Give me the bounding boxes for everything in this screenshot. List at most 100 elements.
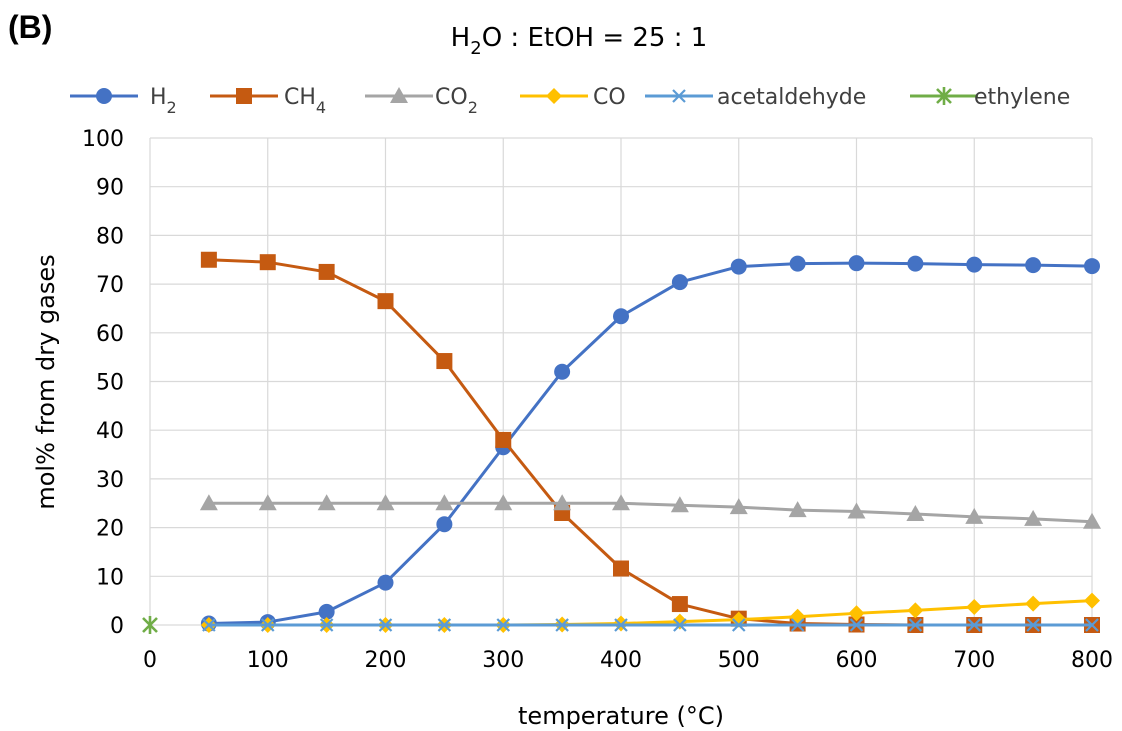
y-tick-label: 80	[96, 224, 124, 249]
legend-entry: CH4	[210, 85, 326, 117]
data-point	[259, 254, 276, 271]
y-tick-labels: 0 10 20 30 40 50 60 70 80 90 100	[82, 127, 124, 639]
data-point	[614, 618, 628, 632]
data-point	[671, 274, 688, 291]
data-point	[142, 616, 158, 634]
y-tick-label: 10	[96, 565, 124, 590]
data-point	[1024, 509, 1043, 526]
data-point	[613, 308, 629, 325]
y-tick-label: 30	[96, 468, 124, 493]
data-point	[790, 618, 805, 632]
grid	[149, 137, 1093, 626]
legend-marker	[96, 88, 112, 104]
data-point	[788, 501, 807, 518]
data-point	[377, 574, 394, 591]
y-tick-label: 100	[82, 127, 124, 152]
legend-label: CH4	[284, 85, 326, 117]
series-line	[208, 261, 1093, 626]
y-tick-label: 90	[96, 176, 124, 201]
data-point	[966, 598, 983, 615]
y-tick-label: 70	[96, 273, 124, 298]
data-point	[908, 618, 923, 632]
x-tick-label: 600	[836, 648, 878, 673]
series-co2	[199, 494, 1101, 529]
legend: H2 CH4 CO2 CO acetaldehyde ethylene	[70, 85, 1070, 117]
y-tick-label: 40	[96, 419, 124, 444]
chart-title: H2O : EtOH = 25 : 1	[451, 23, 708, 59]
series-co	[200, 592, 1100, 633]
legend-marker	[936, 87, 952, 105]
data-point	[673, 618, 687, 632]
series-line	[208, 258, 1092, 627]
data-point	[671, 596, 688, 613]
chart-title-suffix: O : EtOH = 25 : 1	[482, 23, 708, 53]
data-point	[199, 494, 218, 511]
legend-label: H2	[150, 85, 177, 117]
data-point	[554, 363, 571, 380]
x-tick-label: 700	[953, 648, 995, 673]
data-point	[967, 618, 982, 632]
x-tick-label: 500	[718, 648, 760, 673]
legend-marker	[390, 87, 408, 103]
y-tick-label: 50	[96, 371, 124, 396]
data-point	[613, 560, 629, 577]
series-h2	[200, 255, 1100, 632]
data-point	[202, 618, 216, 632]
data-point	[730, 258, 747, 275]
legend-entry: acetaldehyde	[645, 85, 866, 110]
series-group	[142, 251, 1101, 634]
legend-label: CO	[593, 85, 626, 110]
y-tick-label: 0	[110, 614, 124, 639]
data-point	[906, 504, 925, 521]
data-point	[435, 494, 454, 511]
x-tick-label: 200	[365, 648, 407, 673]
data-point	[847, 502, 866, 519]
x-tick-label: 400	[600, 648, 642, 673]
data-point	[496, 618, 511, 632]
series-line	[208, 501, 1093, 524]
data-point	[319, 618, 334, 632]
legend-entry: CO2	[365, 85, 478, 117]
data-point	[258, 494, 277, 511]
series-ethylene	[142, 616, 158, 634]
data-point	[555, 618, 569, 632]
chart-title-subscript: 2	[470, 38, 481, 59]
data-point	[436, 353, 453, 370]
x-tick-label: 300	[482, 648, 524, 673]
data-point	[200, 251, 217, 268]
data-point	[377, 293, 394, 310]
legend-marker	[672, 89, 686, 103]
data-point	[731, 618, 746, 632]
data-point	[789, 255, 806, 272]
data-point	[907, 602, 924, 619]
data-point	[848, 605, 865, 622]
chart-title-prefix: H	[451, 23, 471, 53]
data-point	[553, 494, 572, 511]
legend-entry: CO	[520, 85, 626, 110]
data-point	[318, 603, 335, 620]
data-point	[494, 494, 513, 511]
data-point	[318, 263, 335, 280]
data-point	[670, 496, 689, 513]
legend-entry: ethylene	[910, 85, 1070, 110]
data-point	[612, 494, 630, 511]
y-tick-label: 20	[96, 517, 124, 542]
data-point	[378, 618, 393, 632]
data-point	[907, 255, 924, 272]
legend-marker	[236, 88, 252, 104]
data-point	[495, 431, 512, 448]
panel-label: (B)	[8, 9, 52, 45]
data-point	[260, 618, 275, 632]
data-point	[729, 498, 748, 515]
legend-marker	[546, 88, 562, 104]
data-point	[1084, 258, 1100, 275]
legend-label: ethylene	[974, 85, 1070, 110]
x-tick-label: 0	[143, 648, 157, 673]
data-point	[436, 516, 453, 533]
data-point	[1085, 618, 1099, 632]
x-tick-labels: 0 100 200 300 400 500 600 700 800	[143, 648, 1113, 673]
y-axis-title: mol% from dry gases	[32, 254, 60, 509]
legend-label: acetaldehyde	[717, 85, 866, 110]
data-point	[1026, 618, 1040, 632]
